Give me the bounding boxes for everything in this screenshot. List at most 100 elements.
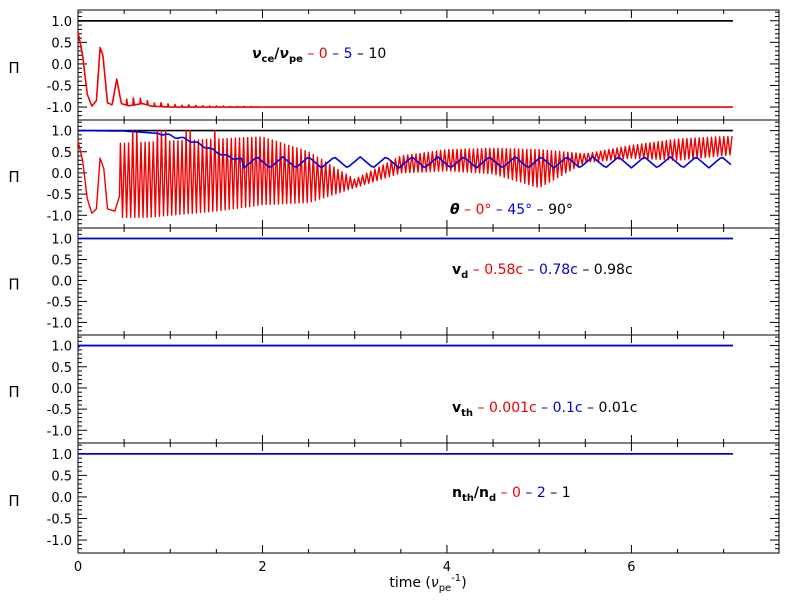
y-axis-label: Π [8,492,19,510]
legend-subscript: ce [262,54,275,65]
legend-entry-1: 0 [512,485,521,501]
plot-frame [77,442,780,554]
chart-panel-3: 1.0 0.5 0.0 -0.5 -1.0 Πvd – 0.58c – 0.78c – 0… [8,227,780,336]
legend-entry-2: 5 [344,46,353,62]
y-tick-label: -0.5 [47,295,72,310]
legend-entry-3: 1 [562,485,571,501]
y-axis-label: Π [8,59,19,77]
legend-entry-2: 45° [507,202,532,218]
legend-subscript-2: d [489,493,496,504]
y-tick-label: 0.0 [51,491,72,506]
legend-dash: – [353,46,369,62]
legend-symbol: v [452,262,461,278]
legend-text: vd – 0.58c – 0.78c – 0.98c [452,262,633,281]
y-axis-label: Π [8,383,19,401]
legend-text: vth – 0.001c – 0.1c – 0.01c [452,400,637,419]
x-tick-label: 0 [74,560,82,575]
legend-symbol-2: ν [279,46,289,62]
legend-entry-1: 0.58c [484,262,523,278]
y-tick-label: -1.0 [47,424,72,439]
x-axis-label-subscript: pe [439,583,452,594]
legend-entry-2: 2 [537,485,546,501]
y-tick-label: -1.0 [47,534,72,549]
y-tick-label: 0.5 [51,253,72,268]
y-tick-label: 1.0 [51,340,72,355]
y-tick-label: -1.0 [47,101,72,116]
legend-entry-3: 10 [368,46,386,62]
y-tick-label: 0.0 [51,58,72,73]
legend-entry-2: 0.1c [553,400,583,416]
legend-separator: / [274,46,280,62]
legend-symbol: v [452,400,461,416]
x-axis-label-symbol: ν [431,575,439,591]
plot-frame [77,334,780,444]
legend-dash: – [468,262,484,278]
y-tick-label: 1.0 [51,232,72,247]
legend-entry-3: 0.01c [599,400,638,416]
y-axis-label: Π [8,168,19,186]
legend-text: θ – 0° – 45° – 90° [450,202,573,218]
y-tick-label: 0.5 [51,361,72,376]
x-axis-label-close: ) [461,575,466,591]
legend-entry-3: 0.98c [594,262,633,278]
series-line-2 [77,344,733,349]
y-tick-label: 1.0 [51,448,72,463]
y-tick-label: 0.0 [51,274,72,289]
plot-frame [77,9,780,121]
legend-dash: – [460,202,476,218]
y-tick-label: 1.0 [51,125,72,140]
x-axis-label: time (νpe-1) [389,573,466,594]
y-tick-label: -1.0 [47,316,72,331]
plot-frame [77,227,780,336]
legend-symbol: n [452,485,462,501]
legend-symbol: ν [252,46,262,62]
y-tick-label: -1.0 [47,209,72,224]
legend-dash: – [583,400,599,416]
legend-dash: – [328,46,344,62]
legend-dash: – [546,485,562,501]
legend-dash: – [303,46,319,62]
legend-entry-3: 90° [548,202,573,218]
legend-dash: – [537,400,553,416]
series-line-2 [77,129,733,219]
y-tick-label: 0.0 [51,167,72,182]
x-tick-label: 4 [443,560,451,575]
y-tick-label: -0.5 [47,79,72,94]
legend-dash: – [523,262,539,278]
legend-dash: – [473,400,489,416]
x-axis-label-superscript: -1 [451,573,461,584]
series-line-3 [78,129,732,169]
y-tick-label: -0.5 [47,188,72,203]
legend-dash: – [532,202,548,218]
legend-dash: – [578,262,594,278]
y-tick-label: 1.0 [51,15,72,30]
chart-panel-2: 1.0 0.5 0.0 -0.5 -1.0 Πθ – 0° – 45° – 90° [8,119,780,229]
y-tick-label: 0.0 [51,382,72,397]
x-tick-label: 6 [627,560,635,575]
legend-subscript: th [461,408,473,419]
y-tick-label: -0.5 [47,403,72,418]
x-axis-label-text: time ( [389,575,431,591]
y-tick-label: 0.5 [51,146,72,161]
legend-symbol-2: n [479,485,489,501]
y-tick-label: 0.5 [51,36,72,51]
legend-separator: / [474,485,480,501]
series-line-1 [77,31,734,108]
x-tick-label: 2 [258,560,266,575]
legend-dash: – [521,485,537,501]
legend-subscript-2: pe [289,54,303,65]
y-tick-label: -0.5 [47,512,72,527]
y-tick-label: 0.5 [51,469,72,484]
legend-subscript: d [461,270,468,281]
legend-text: νce/νpe – 0 – 5 – 10 [252,46,386,65]
legend-entry-1: 0° [476,202,492,218]
legend-entry-1: 0.001c [489,400,537,416]
legend-text: nth/nd – 0 – 2 – 1 [452,485,571,504]
legend-symbol: θ [450,202,460,218]
legend-subscript: th [462,493,474,504]
y-axis-label: Π [8,276,19,294]
